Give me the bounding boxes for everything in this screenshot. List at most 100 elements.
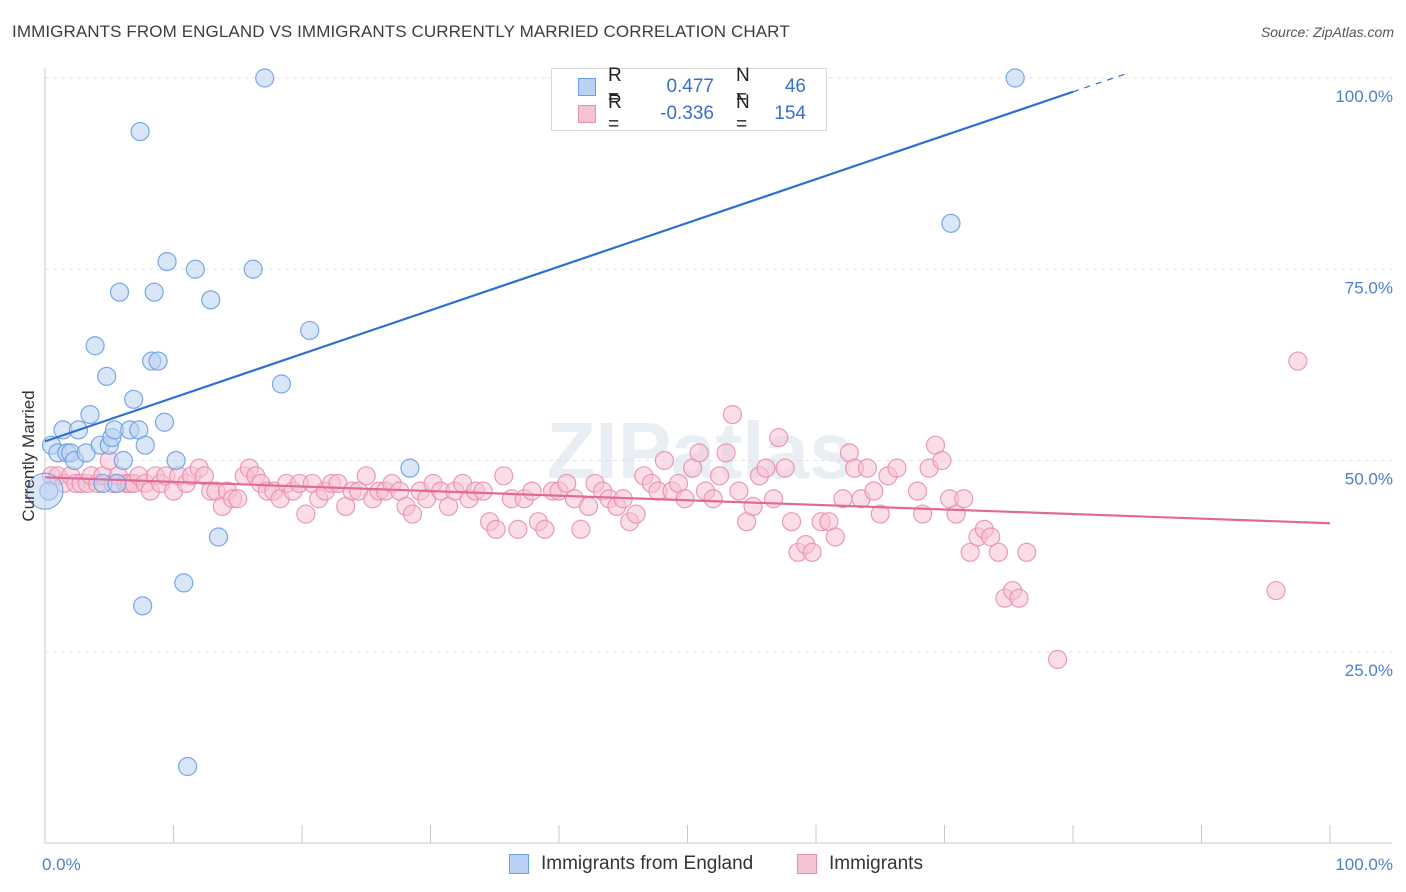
data-point [932,450,952,471]
data-point [578,496,599,516]
data-point [1009,588,1029,608]
data-point [769,427,789,448]
data-point [508,519,528,539]
data-point [1266,580,1286,601]
data-point [571,519,591,539]
data-point [722,405,743,425]
legend-row-immigrants: R = -0.336 N = 154 [552,92,806,135]
y-tick-label: 50.0% [1345,470,1393,489]
correlation-legend: R = 0.477 N = 46 R = -0.336 N = 154 [551,65,827,135]
data-point [80,405,100,425]
data-point [296,504,316,524]
legend-item-england: Immigrants from England [509,852,753,876]
data-point [864,481,884,501]
data-point [113,450,133,471]
immigrants-swatch [578,105,596,123]
data-point [1005,68,1025,88]
data-point [781,512,802,532]
england-legend-label: Immigrants from England [541,853,754,874]
data-point [887,458,907,478]
england-trend-line [44,90,1074,443]
data-point [981,527,1001,547]
x-tick-labels: 0.0% 100.0% [42,855,1393,874]
data-point [654,450,674,471]
x-tick-label: 100.0% [1335,855,1393,874]
data-point [626,504,646,524]
data-point [148,351,168,371]
data-point [97,366,117,386]
data-point [756,458,776,478]
data-point [1017,542,1037,562]
axes [44,68,1392,844]
data-point [825,527,845,547]
trend-lines [44,73,1331,525]
y-axis-title: Currently Married [19,390,38,521]
data-point-large [26,472,64,510]
y-tick-label: 75.0% [1345,278,1393,297]
data-point [710,466,730,486]
england-legend-swatch [509,854,529,874]
data-point [557,473,577,494]
legend-item-immigrants: Immigrants [797,852,923,876]
data-point [208,527,229,547]
data-point [109,282,130,302]
immigrants-points [41,351,1308,670]
data-point [907,481,928,501]
data-point [763,489,784,509]
data-point [135,435,155,455]
data-point [157,252,177,272]
data-point [107,473,127,494]
data-point [689,443,709,463]
england-swatch [578,78,596,96]
data-point [870,504,890,524]
data-point [178,756,198,777]
data-point [130,121,150,142]
data-point [133,596,153,616]
data-point [154,412,175,432]
data-point [960,542,980,562]
n-label: N = [736,92,750,135]
y-tick-label: 25.0% [1345,661,1393,680]
data-point [243,259,263,279]
data-point [522,481,542,501]
legend-row-england: R = 0.477 N = 46 [552,65,806,108]
y-tick-label: 100.0% [1335,87,1393,106]
data-point [174,573,194,593]
n-value: 46 [784,76,806,97]
x-tick-label: 0.0% [42,855,81,874]
grid-lines [45,77,1392,653]
data-point [255,68,275,88]
data-point [473,481,493,501]
data-point [954,489,974,509]
data-point [185,259,205,279]
data-point [166,450,186,471]
data-point [144,282,164,302]
data-point [356,466,376,486]
data-point [535,519,555,539]
r-label: R = [608,92,622,135]
data-point [941,213,961,233]
immigrants-legend-label: Immigrants [829,853,923,874]
data-point [402,504,423,524]
data-point [988,542,1009,562]
immigrants-trend-line [44,476,1331,525]
data-point [124,389,144,409]
immigrants-legend-swatch [797,854,817,874]
england-trend-extension [1072,73,1125,93]
r-value: -0.336 [660,103,714,124]
n-value: 154 [774,103,806,124]
data-point [857,458,878,478]
data-point [729,481,749,501]
data-point [775,458,795,478]
data-point [675,489,695,509]
data-point [1047,649,1068,670]
data-point [228,489,248,509]
data-point [486,519,506,539]
chart-title: IMMIGRANTS FROM ENGLAND VS IMMIGRANTS CU… [12,22,790,41]
data-point [494,466,514,486]
data-point [1288,351,1308,371]
data-point [743,496,763,516]
r-label: R = [608,65,622,108]
source-label: Source: ZipAtlas.com [1260,24,1394,40]
